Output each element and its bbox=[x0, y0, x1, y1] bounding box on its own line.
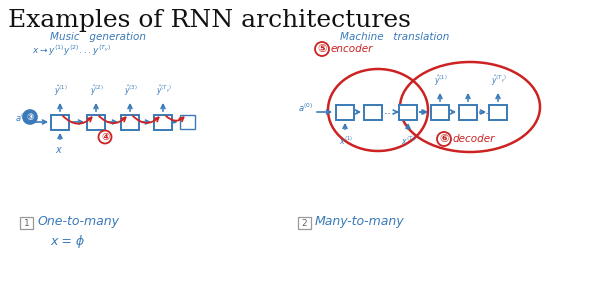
FancyBboxPatch shape bbox=[431, 104, 449, 119]
FancyBboxPatch shape bbox=[20, 217, 33, 229]
Text: $\hat{y}^{\langle T_y\rangle}$: $\hat{y}^{\langle T_y\rangle}$ bbox=[491, 73, 507, 88]
Text: $\hat{y}^{\langle T_y\rangle}$: $\hat{y}^{\langle T_y\rangle}$ bbox=[156, 84, 172, 98]
Text: ...: ... bbox=[384, 104, 396, 117]
Text: $x \rightarrow y^{\langle 1\rangle}y^{\langle 2\rangle}...y^{\langle T_y\rangle}: $x \rightarrow y^{\langle 1\rangle}y^{\l… bbox=[32, 44, 111, 58]
Circle shape bbox=[315, 42, 329, 56]
Text: $\hat{y}^{\langle 1\rangle}$: $\hat{y}^{\langle 1\rangle}$ bbox=[434, 73, 448, 88]
Text: $a^{(0)}$: $a^{(0)}$ bbox=[14, 112, 30, 124]
Text: encoder: encoder bbox=[331, 44, 373, 54]
Text: Machine   translation: Machine translation bbox=[340, 32, 449, 42]
FancyBboxPatch shape bbox=[121, 115, 139, 129]
FancyBboxPatch shape bbox=[179, 115, 194, 129]
Text: $x^{\langle T_x\rangle}$: $x^{\langle T_x\rangle}$ bbox=[401, 135, 417, 148]
Text: Many-to-many: Many-to-many bbox=[315, 214, 404, 228]
Circle shape bbox=[23, 110, 37, 124]
Circle shape bbox=[437, 132, 451, 146]
Text: ③: ③ bbox=[26, 113, 34, 121]
Text: ⑤: ⑤ bbox=[317, 44, 326, 54]
Text: One-to-many: One-to-many bbox=[37, 214, 119, 228]
Text: ...: ... bbox=[478, 104, 490, 117]
FancyBboxPatch shape bbox=[51, 115, 69, 129]
Text: $\hat{y}^{\langle 3\rangle}$: $\hat{y}^{\langle 3\rangle}$ bbox=[124, 84, 138, 98]
Circle shape bbox=[98, 131, 112, 144]
Text: 1: 1 bbox=[23, 218, 29, 228]
Text: ⑥: ⑥ bbox=[439, 134, 449, 144]
Text: $x^{\langle 1\rangle}$: $x^{\langle 1\rangle}$ bbox=[339, 135, 353, 148]
FancyBboxPatch shape bbox=[364, 104, 382, 119]
FancyBboxPatch shape bbox=[154, 115, 172, 129]
Text: 2: 2 bbox=[302, 218, 307, 228]
FancyBboxPatch shape bbox=[298, 217, 311, 229]
Text: $\hat{y}^{\langle 2\rangle}$: $\hat{y}^{\langle 2\rangle}$ bbox=[90, 84, 104, 98]
FancyBboxPatch shape bbox=[459, 104, 477, 119]
Text: Music   generation: Music generation bbox=[50, 32, 146, 42]
FancyBboxPatch shape bbox=[87, 115, 105, 129]
Text: Examples of RNN architectures: Examples of RNN architectures bbox=[8, 9, 411, 32]
FancyBboxPatch shape bbox=[399, 104, 417, 119]
Text: $a^{(0)}$: $a^{(0)}$ bbox=[298, 102, 313, 114]
Text: x = ϕ: x = ϕ bbox=[50, 234, 84, 247]
Text: $\hat{y}^{\langle 1\rangle}$: $\hat{y}^{\langle 1\rangle}$ bbox=[54, 84, 68, 98]
Text: decoder: decoder bbox=[453, 134, 496, 144]
Text: $x$: $x$ bbox=[55, 145, 63, 155]
FancyBboxPatch shape bbox=[489, 104, 507, 119]
FancyBboxPatch shape bbox=[336, 104, 354, 119]
Text: ④: ④ bbox=[101, 132, 109, 142]
